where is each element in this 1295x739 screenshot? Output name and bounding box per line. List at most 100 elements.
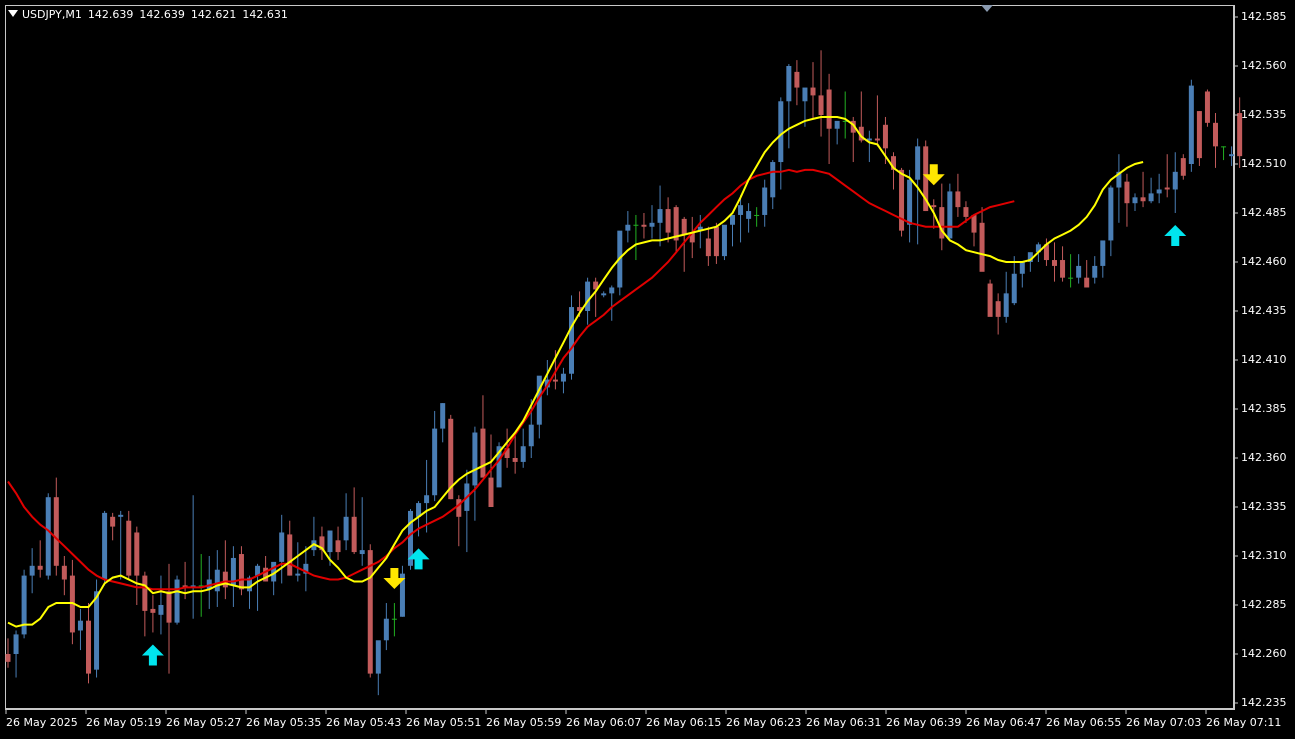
candle	[1092, 256, 1098, 284]
candle	[665, 197, 671, 243]
chart-shift-marker-icon[interactable]	[981, 5, 993, 12]
candle-body	[874, 138, 880, 141]
candle	[29, 548, 35, 594]
candle-body	[947, 191, 953, 239]
candle-body	[399, 573, 405, 617]
candle-body	[1084, 277, 1090, 288]
candle	[5, 638, 11, 668]
candle-body	[697, 226, 703, 231]
candle-body	[1172, 171, 1178, 190]
candle-body	[263, 567, 269, 582]
candle-body	[593, 281, 599, 290]
candle	[214, 550, 220, 607]
candle-body	[721, 224, 727, 257]
candle	[657, 185, 663, 247]
candle	[1124, 173, 1130, 227]
price-tick-label: 142.535	[1241, 108, 1287, 121]
time-tick-label: 26 May 06:31	[806, 716, 882, 729]
chart-header: USDJPY,M1 142.639 142.639 142.621 142.631	[8, 8, 294, 21]
candle-body	[94, 591, 100, 670]
candle	[858, 91, 864, 143]
time-tick-label: 26 May 05:51	[406, 716, 482, 729]
buy-arrow-icon[interactable]	[141, 644, 164, 666]
candle-body	[472, 432, 478, 486]
candle	[432, 410, 438, 502]
candle-body	[303, 563, 309, 574]
candle-body	[182, 585, 188, 588]
candle	[721, 224, 727, 261]
candle-body	[351, 516, 357, 553]
candle	[359, 497, 365, 566]
candle	[649, 205, 655, 239]
candle-body	[705, 238, 711, 257]
candle	[287, 520, 293, 576]
candle	[190, 495, 196, 619]
price-tick-label: 142.585	[1241, 10, 1287, 23]
candle-body	[359, 550, 365, 555]
candle	[601, 291, 607, 298]
sell-arrow-icon[interactable]	[922, 164, 945, 186]
candle	[255, 563, 261, 611]
candle-body	[238, 554, 244, 590]
candle-body	[536, 375, 542, 425]
price-tick-label: 142.235	[1241, 696, 1287, 709]
candle	[319, 526, 325, 560]
candle-body	[110, 516, 116, 527]
candle-body	[391, 618, 397, 620]
candle	[1011, 256, 1017, 306]
candle	[705, 226, 711, 266]
candle	[45, 493, 51, 580]
candle	[222, 540, 228, 600]
candle-body	[45, 497, 51, 576]
candle-body	[271, 561, 277, 582]
candle-body	[416, 503, 422, 517]
candle-body	[255, 565, 261, 576]
candle-body	[1043, 244, 1049, 261]
buy-arrow-icon[interactable]	[407, 548, 430, 570]
candle-body	[560, 373, 566, 382]
candle	[295, 542, 301, 582]
time-tick-label: 26 May 06:15	[646, 716, 722, 729]
candle	[134, 526, 140, 605]
candle	[480, 395, 486, 478]
candle	[641, 213, 647, 239]
candle	[1156, 173, 1162, 204]
price-tick-label: 142.260	[1241, 647, 1287, 660]
candle-body	[786, 66, 792, 102]
candle-body	[1196, 111, 1202, 159]
time-tick-label: 26 May 05:19	[86, 716, 162, 729]
candle-body	[842, 120, 848, 122]
candle-body	[408, 510, 413, 566]
candle	[174, 575, 180, 625]
close-value: 142.631	[242, 8, 288, 21]
candle-body	[850, 120, 856, 133]
candle	[738, 195, 744, 243]
candle-body	[214, 569, 220, 592]
candle-body	[53, 497, 59, 566]
candle-body	[343, 516, 349, 541]
candle	[440, 403, 446, 443]
candle	[198, 554, 204, 617]
candle-body	[222, 571, 228, 588]
candle	[1003, 271, 1009, 323]
candle-body	[713, 226, 719, 257]
candle-body	[86, 620, 91, 674]
candle	[448, 414, 454, 500]
candle-body	[134, 532, 140, 576]
dropdown-triangle-icon[interactable]	[8, 10, 18, 17]
high-value: 142.639	[139, 8, 185, 21]
candle	[778, 97, 784, 190]
candle-body	[488, 477, 494, 507]
candle	[593, 277, 599, 317]
time-tick-label: 26 May 06:23	[726, 716, 802, 729]
chart-frame	[5, 5, 1234, 709]
sell-arrow-icon[interactable]	[383, 568, 406, 590]
candle-body	[770, 162, 776, 198]
candle-body	[1076, 265, 1082, 278]
candle-body	[649, 222, 655, 227]
time-tick-label: 26 May 05:43	[326, 716, 402, 729]
candle	[939, 183, 945, 251]
buy-arrow-icon[interactable]	[1164, 225, 1187, 246]
candle-body	[448, 418, 454, 500]
